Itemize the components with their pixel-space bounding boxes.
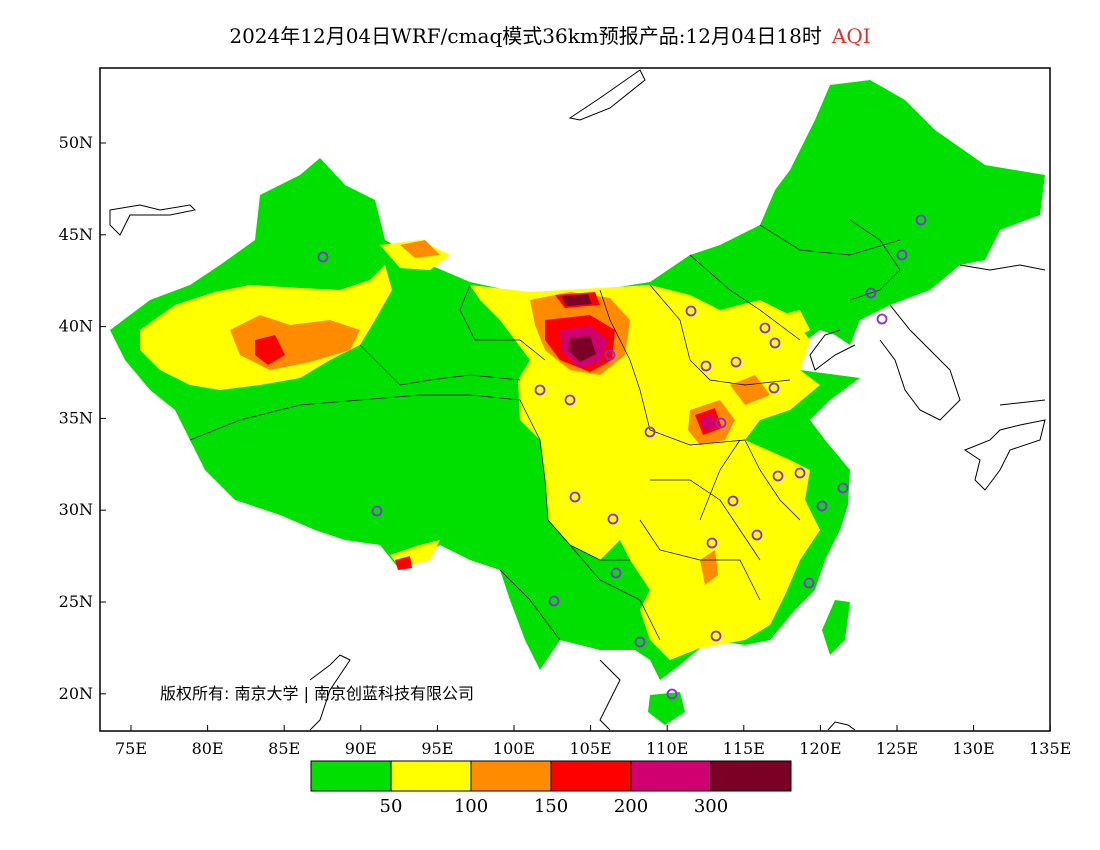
x-tick-label: 125E — [876, 739, 918, 758]
station-marker — [371, 505, 383, 517]
station-marker — [569, 491, 581, 503]
legend-label: 100 — [454, 796, 488, 817]
station-marker — [610, 567, 622, 579]
station-marker — [896, 249, 908, 261]
legend-label: 150 — [534, 796, 568, 817]
legend-swatch — [630, 760, 712, 792]
legend-label: 300 — [694, 796, 728, 817]
station-marker — [710, 630, 722, 642]
copyright-notice: 版权所有: 南京大学 | 南京创蓝科技有限公司 — [160, 684, 475, 703]
x-tick-label: 90E — [345, 739, 377, 758]
station-marker — [634, 636, 646, 648]
x-axis: 75E 80E 85E 90E 95E 100E 105E 110E 115E 120E 125E 1… — [115, 725, 1071, 758]
station-marker — [769, 337, 781, 349]
aqi-region-medium — [395, 556, 412, 570]
title-main: 2024年12月04日WRF/cmaq模式36km预报产品:12月04日18时 — [229, 24, 822, 48]
station-marker — [837, 482, 849, 494]
china-aqi-field — [110, 80, 1045, 725]
station-marker — [803, 577, 815, 589]
x-tick-label: 95E — [421, 739, 453, 758]
hainan-region — [648, 692, 685, 725]
station-marker — [772, 470, 784, 482]
aqi-region-heavy — [700, 414, 716, 430]
station-marker — [915, 214, 927, 226]
x-tick-label: 120E — [799, 739, 841, 758]
legend-swatch — [710, 760, 792, 792]
y-tick-label: 45N — [59, 225, 93, 244]
map-title: 2024年12月04日WRF/cmaq模式36km预报产品:12月04日18时 A… — [0, 20, 1100, 49]
x-tick-label: 75E — [115, 739, 147, 758]
x-tick-label: 100E — [493, 739, 535, 758]
province-borders — [189, 219, 901, 641]
station-marker — [317, 251, 329, 263]
x-tick-label: 105E — [569, 739, 611, 758]
aqi-region-medium — [255, 335, 285, 365]
station-marker — [715, 417, 727, 429]
station-marker — [751, 529, 763, 541]
legend-swatch — [310, 760, 392, 792]
station-marker — [876, 313, 888, 325]
aqi-region-light — [730, 375, 770, 405]
station-marker — [759, 322, 771, 334]
station-marker — [564, 394, 576, 406]
station-marker — [768, 382, 780, 394]
y-tick-label: 20N — [59, 684, 93, 703]
station-marker — [534, 384, 546, 396]
station-marker — [548, 595, 560, 607]
legend-swatch — [550, 760, 632, 792]
legend-label: 50 — [380, 796, 403, 817]
y-tick-label: 25N — [59, 592, 93, 611]
y-tick-label: 40N — [59, 317, 93, 336]
x-tick-label: 130E — [952, 739, 994, 758]
aqi-region-moderate-east — [470, 285, 820, 660]
legend-swatch — [470, 760, 552, 792]
aqi-region-severe — [562, 294, 592, 306]
x-tick-label: 85E — [268, 739, 300, 758]
station-marker — [865, 287, 877, 299]
taiwan-region — [822, 600, 850, 655]
title-variable: AQI — [831, 24, 871, 48]
aqi-region-moderate-ne — [780, 310, 810, 340]
aqi-legend: 50 100 150 200 300 — [310, 760, 792, 817]
station-marker — [666, 688, 678, 700]
station-marker — [730, 356, 742, 368]
x-tick-label: 80E — [192, 739, 224, 758]
station-marker — [700, 360, 712, 372]
y-tick-label: 30N — [59, 500, 93, 519]
legend-swatch — [390, 760, 472, 792]
legend-label: 200 — [614, 796, 648, 817]
y-axis: 50N 45N 40N 35N 30N 25N 20N — [59, 133, 106, 703]
y-tick-label: 35N — [59, 408, 93, 427]
x-tick-label: 110E — [646, 739, 688, 758]
station-markers — [317, 214, 927, 700]
aqi-region-light — [400, 240, 440, 258]
station-marker — [727, 495, 739, 507]
aqi-region-severe — [568, 336, 596, 362]
station-marker — [706, 537, 718, 549]
x-tick-label: 115E — [723, 739, 765, 758]
x-tick-label: 135E — [1029, 739, 1071, 758]
station-marker — [644, 426, 656, 438]
station-marker — [685, 305, 697, 317]
station-marker — [794, 467, 806, 479]
station-marker — [816, 500, 828, 512]
aqi-region-light — [700, 550, 718, 585]
y-tick-label: 50N — [59, 133, 93, 152]
station-marker — [607, 513, 619, 525]
station-marker — [604, 349, 616, 361]
coastlines — [109, 69, 1046, 731]
